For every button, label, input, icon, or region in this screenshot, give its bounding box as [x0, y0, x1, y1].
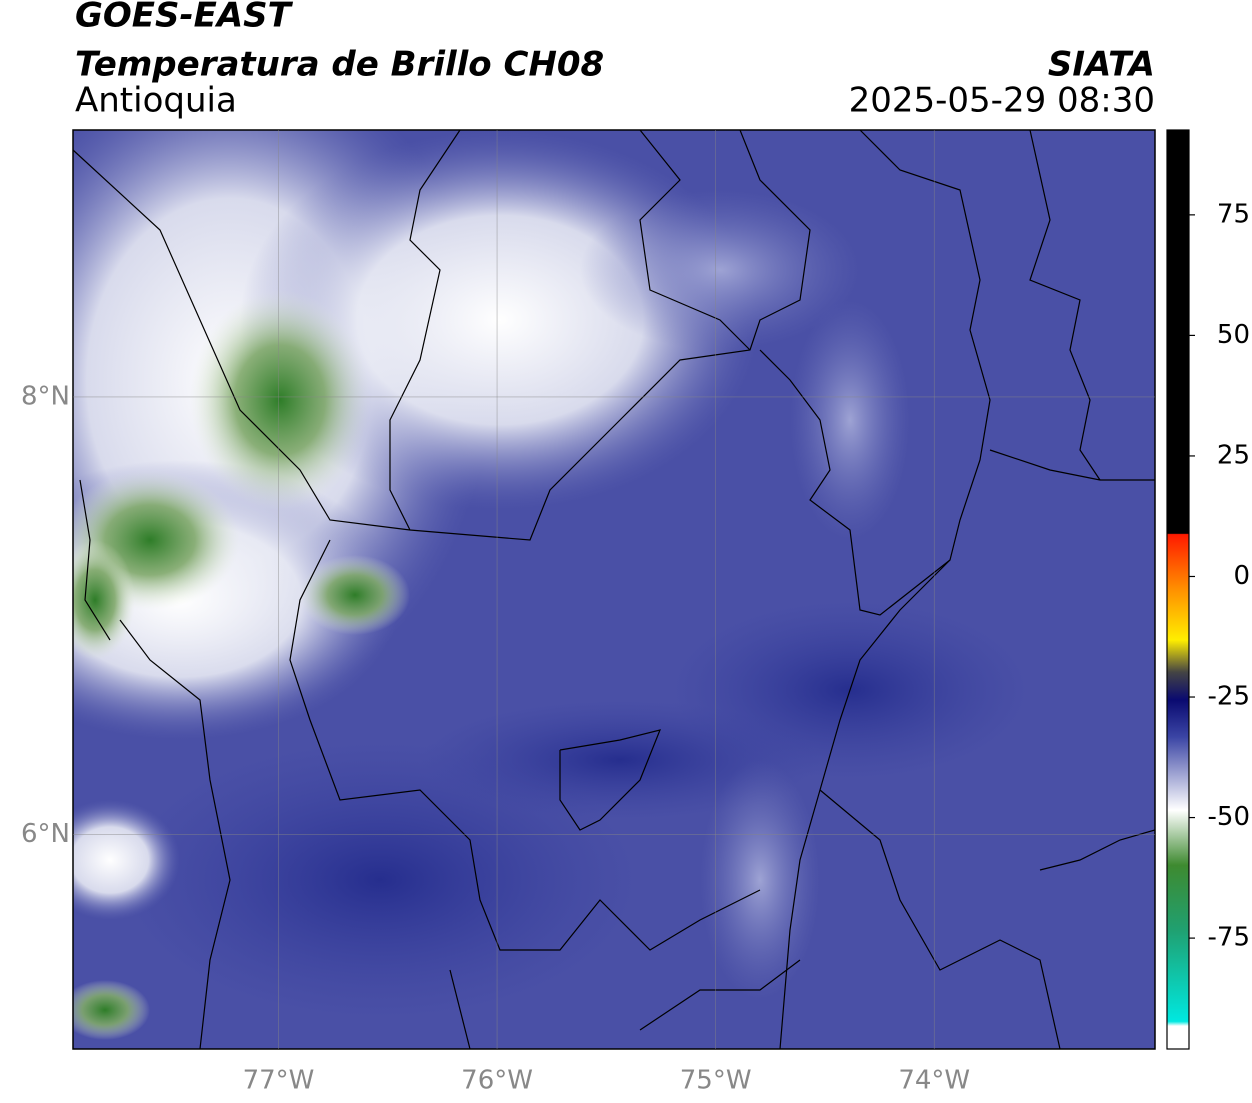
colorbar-tick-label: -25	[1208, 682, 1250, 712]
lon-tick-label: 77°W	[243, 1066, 315, 1096]
subtitle: Temperatura de Brillo CH08	[75, 45, 604, 85]
lon-tick-label: 75°W	[680, 1066, 752, 1096]
lon-tick-label: 74°W	[898, 1066, 970, 1096]
timestamp: 2025-05-29 08:30	[849, 81, 1155, 121]
map-frame	[72, 129, 1156, 1050]
satellite-image	[73, 130, 1155, 1049]
colorbar-tick-label: 0	[1233, 561, 1250, 591]
colorbar-tick-label: 25	[1217, 440, 1250, 470]
colorbar	[1166, 129, 1190, 1050]
lat-tick-label: 8°N	[21, 381, 70, 411]
ticks: 77°W 76°W 75°W 74°W 8°N 6°N 75 50 25 0 -25 -50 -75	[21, 130, 1250, 1096]
colorbar-tick-label: -75	[1208, 923, 1250, 953]
lon-tick-label: 76°W	[461, 1066, 533, 1096]
title: GOES-EAST	[75, 0, 294, 36]
region: Antioquia	[75, 81, 237, 121]
colorbar-tick-label: 50	[1217, 320, 1250, 350]
source: SIATA	[1048, 45, 1155, 85]
colorbar-tick-label: -50	[1208, 802, 1250, 832]
colorbar-tick-label: 75	[1217, 199, 1250, 229]
lat-tick-label: 6°N	[21, 819, 70, 849]
